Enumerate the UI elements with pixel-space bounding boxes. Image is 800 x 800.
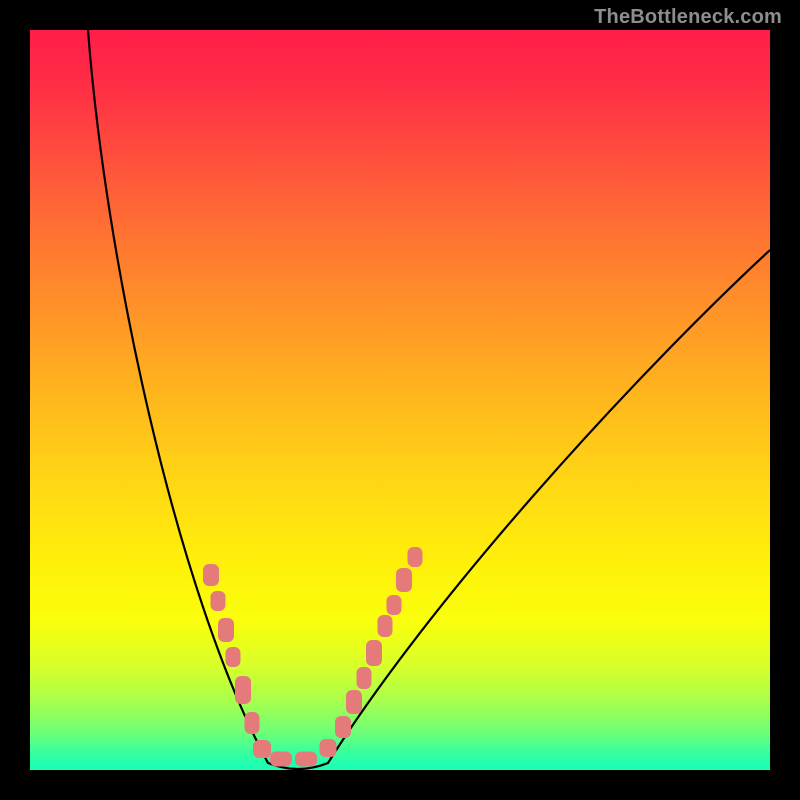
marker-point [270, 752, 292, 767]
marker-point [320, 739, 337, 757]
marker-point [387, 595, 402, 615]
marker-point [211, 591, 226, 611]
marker-point [203, 564, 219, 586]
marker-point [396, 568, 412, 592]
marker-point [357, 667, 372, 689]
watermark-text: TheBottleneck.com [594, 6, 782, 29]
plot-area [30, 30, 770, 770]
marker-point [408, 547, 423, 567]
marker-point [253, 740, 271, 758]
curve-group [88, 30, 770, 769]
marker-point [245, 712, 260, 734]
marker-point [378, 615, 393, 637]
bottleneck-curve [88, 30, 770, 769]
marker-point [235, 676, 251, 704]
markers-group [203, 547, 423, 767]
marker-point [218, 618, 234, 642]
marker-point [366, 640, 382, 666]
outer-frame: TheBottleneck.com [0, 0, 800, 800]
chart-svg [30, 30, 770, 770]
marker-point [346, 690, 362, 714]
marker-point [295, 752, 317, 767]
marker-point [335, 716, 351, 738]
marker-point [226, 647, 241, 667]
